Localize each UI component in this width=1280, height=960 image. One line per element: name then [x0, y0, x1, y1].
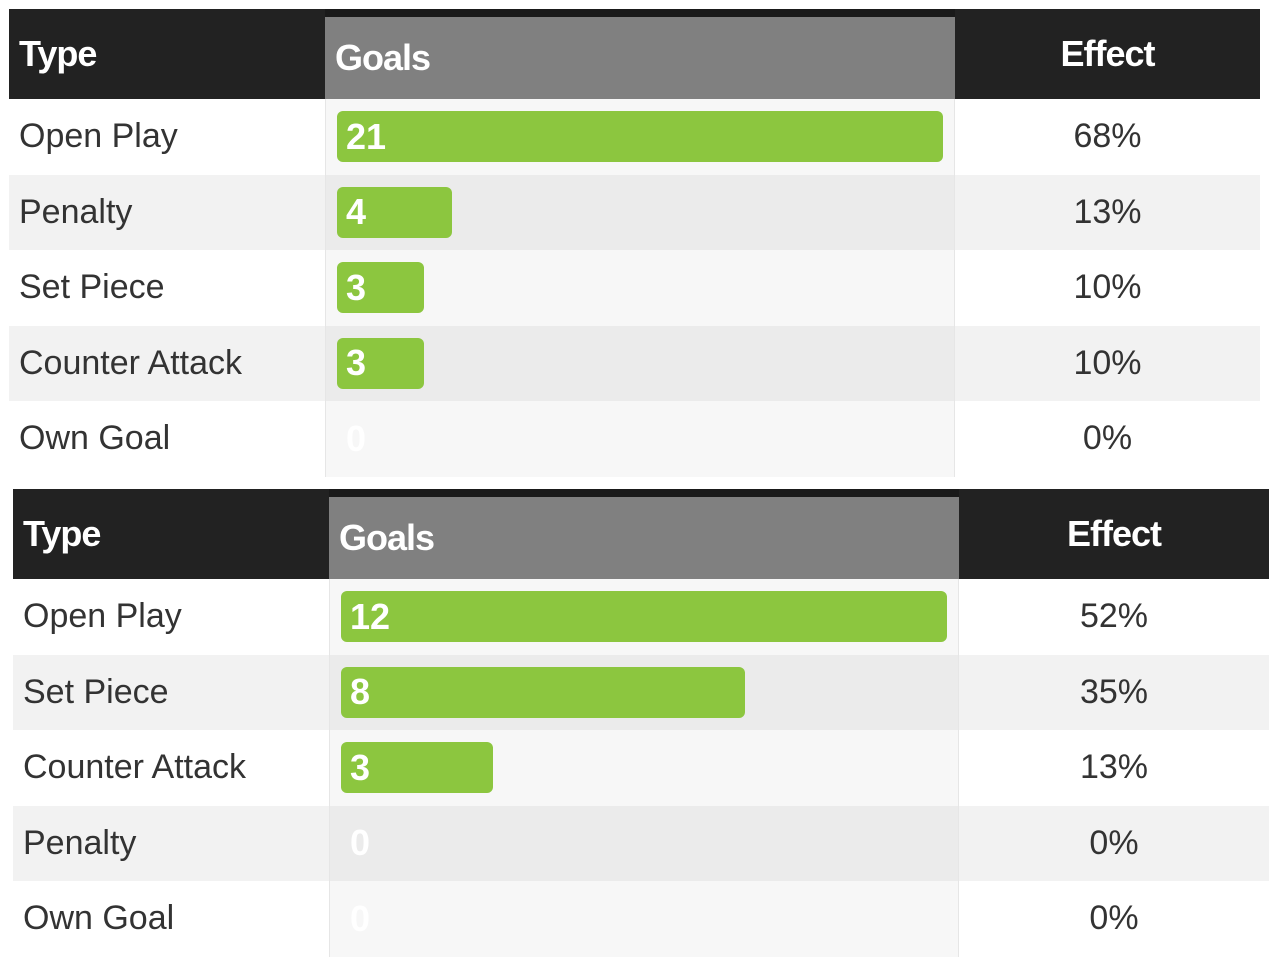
row-effect-value: 10% — [1073, 343, 1142, 382]
row-goals-cell: 3 — [325, 250, 955, 326]
goals-bar — [337, 186, 453, 238]
goals-value-label: 0 — [346, 417, 367, 459]
row-type-label: Penalty — [23, 823, 137, 862]
row-goals-cell: 3 — [325, 325, 955, 401]
row-effect-value: 0% — [1089, 823, 1139, 862]
type-header: Type — [9, 9, 325, 99]
table-row: Counter Attack 3 10% — [9, 325, 1260, 401]
table-header: Type Goals Effect — [13, 489, 1269, 579]
row-effect-value: 68% — [1073, 117, 1142, 156]
goals-value-label: 3 — [346, 342, 367, 383]
table-body: Open Play 12 52% Set Piece 8 35% Counter Attac… — [13, 579, 1269, 957]
goals-value-label: 12 — [350, 595, 391, 637]
row-effect-value: 0% — [1089, 899, 1139, 938]
row-type-label: Own Goal — [19, 419, 171, 458]
goals-bar — [341, 666, 745, 718]
row-type-label: Counter Attack — [23, 748, 247, 787]
row-type-label: Own Goal — [23, 899, 175, 938]
table-row: Open Play 12 52% — [13, 579, 1269, 655]
table-row: Own Goal 0 0% — [9, 401, 1260, 477]
table-row: Open Play 21 68% — [9, 99, 1260, 175]
goals-header: Goals — [329, 489, 959, 579]
row-goals-cell: 21 — [325, 99, 955, 175]
row-type-label: Penalty — [19, 192, 133, 231]
row-effect-value: 0% — [1082, 419, 1133, 458]
row-type-label: Open Play — [19, 117, 178, 156]
goals-value-label: 3 — [350, 746, 371, 788]
goals-value-label: 21 — [346, 115, 387, 157]
goals-value-label: 0 — [350, 822, 371, 863]
table-row: Set Piece 8 35% — [13, 654, 1269, 730]
type-header: Type — [13, 489, 329, 579]
goals-bar — [341, 591, 947, 642]
goals-header: Goals — [325, 9, 955, 99]
row-type-label: Open Play — [23, 597, 182, 636]
goals-table-2: Type Goals Effect Open Play 12 52% Set Piec… — [13, 489, 1269, 957]
row-effect-value: 13% — [1073, 192, 1142, 231]
table-body: Open Play 21 68% Penalty 4 13% Set Piece 3 10% Co… — [9, 99, 1260, 477]
goals-value-label: 3 — [346, 266, 367, 308]
goals-bar — [337, 111, 943, 162]
table-row: Counter Attack 3 13% — [13, 730, 1269, 806]
row-type-label: Set Piece — [23, 672, 169, 711]
row-goals-cell: 4 — [325, 174, 955, 250]
row-goals-cell: 0 — [329, 881, 959, 957]
row-goals-cell: 12 — [329, 579, 959, 655]
table-row: Own Goal 0 0% — [13, 881, 1269, 957]
row-effect-value: 13% — [1079, 748, 1149, 787]
row-effect-value: 35% — [1079, 672, 1149, 711]
goals-table-1: Type Goals Effect Open Play 21 68% Penalty 4… — [9, 9, 1260, 477]
table-row: Penalty 4 13% — [9, 174, 1260, 250]
table-header: Type Goals Effect — [9, 9, 1260, 99]
goals-bar — [341, 742, 493, 793]
row-type-label: Counter Attack — [19, 343, 243, 382]
row-goals-cell: 0 — [325, 401, 955, 477]
goals-value-label: 4 — [346, 191, 367, 232]
row-goals-cell: 8 — [329, 654, 959, 730]
table-row: Penalty 0 0% — [13, 805, 1269, 881]
row-goals-cell: 0 — [329, 805, 959, 881]
table-row: Set Piece 3 10% — [9, 250, 1260, 326]
goals-value-label: 8 — [350, 671, 371, 712]
row-effect-value: 10% — [1073, 268, 1142, 307]
effect-header: Effect — [955, 9, 1260, 99]
goals-value-label: 0 — [350, 897, 371, 939]
row-effect-value: 52% — [1079, 597, 1149, 636]
goals-bar — [337, 262, 424, 313]
row-type-label: Set Piece — [19, 268, 165, 307]
goals-bar — [337, 337, 424, 389]
row-goals-cell: 3 — [329, 730, 959, 806]
effect-header: Effect — [959, 489, 1269, 579]
